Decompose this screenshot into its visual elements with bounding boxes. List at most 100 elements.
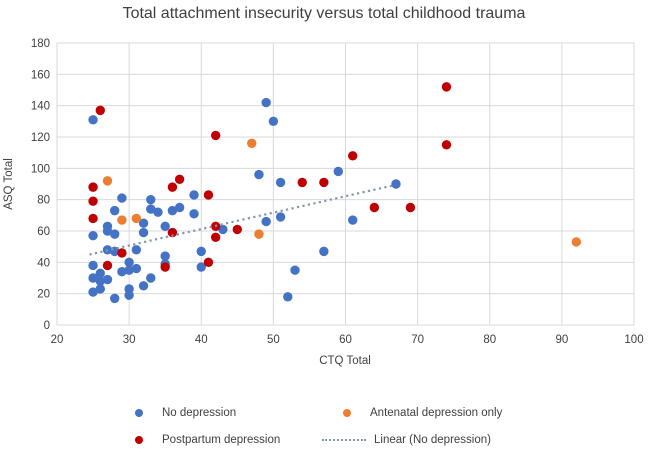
data-point xyxy=(261,97,271,108)
data-point xyxy=(160,262,170,272)
x-tick-label: 70 xyxy=(411,334,424,346)
trend-line xyxy=(89,184,393,256)
data-point xyxy=(441,82,452,92)
y-tick-label: 180 xyxy=(31,38,50,50)
data-point xyxy=(369,202,380,213)
data-point xyxy=(124,257,134,268)
data-point xyxy=(174,202,185,213)
data-point xyxy=(88,231,98,241)
data-point xyxy=(88,182,98,192)
data-point xyxy=(348,215,358,225)
x-tick-label: 90 xyxy=(555,334,568,346)
data-point xyxy=(290,265,300,275)
legend-label: Antenatal depression only xyxy=(370,407,503,419)
x-tick-label: 80 xyxy=(483,334,496,346)
data-point xyxy=(117,248,127,258)
data-point xyxy=(333,166,343,177)
chart-title: Total attachment insecurity versus total… xyxy=(122,5,526,22)
data-point xyxy=(88,213,98,224)
data-point xyxy=(131,245,142,255)
data-point xyxy=(297,177,307,188)
linear-trendline xyxy=(89,184,393,256)
data-point xyxy=(275,212,286,222)
data-point xyxy=(571,237,581,247)
no-depression-marker-icon xyxy=(135,409,143,417)
data-point xyxy=(210,232,221,242)
data-point xyxy=(95,284,105,294)
antenatal-depression-marker-icon xyxy=(343,409,351,417)
scatter-plot: CTQ Total ASQ Total 02040608010012014016… xyxy=(3,38,644,367)
data-point xyxy=(348,151,358,161)
data-point xyxy=(146,194,156,205)
data-point xyxy=(102,226,113,236)
data-point xyxy=(124,265,134,275)
legend-item-antenatal-depression[interactable]: Antenatal depression only xyxy=(343,407,502,419)
data-point xyxy=(405,202,416,213)
y-tick-label: 80 xyxy=(37,195,50,207)
data-point xyxy=(261,216,271,227)
data-point xyxy=(131,213,142,224)
data-point xyxy=(88,196,98,206)
data-point xyxy=(138,227,149,238)
data-point xyxy=(117,215,127,225)
y-tick-label: 160 xyxy=(31,69,50,81)
data-point xyxy=(232,224,243,235)
data-point xyxy=(146,273,156,283)
x-tick-label: 60 xyxy=(339,334,352,346)
data-point xyxy=(189,190,199,200)
legend-label: No depression xyxy=(162,407,237,419)
x-tick-label: 30 xyxy=(123,334,136,346)
data-point xyxy=(146,204,156,214)
data-point xyxy=(95,268,105,278)
data-point xyxy=(88,287,98,297)
postpartum-depression-marker-icon xyxy=(135,436,143,444)
data-point xyxy=(95,276,105,286)
data-point xyxy=(117,267,127,277)
y-tick-label: 0 xyxy=(44,320,50,332)
dotted-line-icon xyxy=(322,439,366,441)
x-tick-label: 40 xyxy=(195,334,208,346)
y-tick-label: 20 xyxy=(37,289,50,301)
data-point xyxy=(110,293,120,304)
data-point xyxy=(131,263,142,274)
data-point xyxy=(283,292,293,302)
data-point xyxy=(203,190,214,200)
x-axis-title: CTQ Total xyxy=(319,355,371,367)
data-point xyxy=(268,116,279,127)
legend-item-no-depression[interactable]: No depression xyxy=(135,407,236,419)
data-point xyxy=(124,290,134,300)
data-point xyxy=(210,130,221,141)
legend-label: Postpartum depression xyxy=(162,434,281,446)
legend-item-linear-trend[interactable]: Linear (No depression) xyxy=(322,434,491,446)
data-point xyxy=(153,207,163,217)
data-point xyxy=(254,169,264,180)
data-point xyxy=(247,138,257,148)
data-point xyxy=(117,193,127,203)
data-point xyxy=(88,260,98,271)
x-tick-label: 50 xyxy=(267,334,280,346)
data-point xyxy=(391,179,401,189)
data-point xyxy=(218,224,228,235)
data-point xyxy=(138,281,149,291)
y-tick-label: 100 xyxy=(31,163,50,175)
data-point xyxy=(196,246,206,257)
x-tick-label: 20 xyxy=(51,334,64,346)
data-points xyxy=(88,82,581,304)
data-point xyxy=(254,229,264,239)
y-tick-label: 140 xyxy=(31,101,50,113)
y-tick-label: 60 xyxy=(37,226,50,238)
y-tick-label: 40 xyxy=(37,257,50,269)
y-axis-title: ASQ Total xyxy=(3,158,15,210)
legend-item-postpartum-depression[interactable]: Postpartum depression xyxy=(135,434,280,446)
data-point xyxy=(441,140,452,150)
data-point xyxy=(138,218,149,228)
data-point xyxy=(203,257,214,268)
legend-label: Linear (No depression) xyxy=(374,434,491,446)
data-point xyxy=(167,227,178,238)
data-point xyxy=(102,274,113,285)
data-point xyxy=(167,182,178,192)
data-point xyxy=(102,176,113,186)
data-point xyxy=(102,260,113,271)
data-point xyxy=(110,205,120,216)
